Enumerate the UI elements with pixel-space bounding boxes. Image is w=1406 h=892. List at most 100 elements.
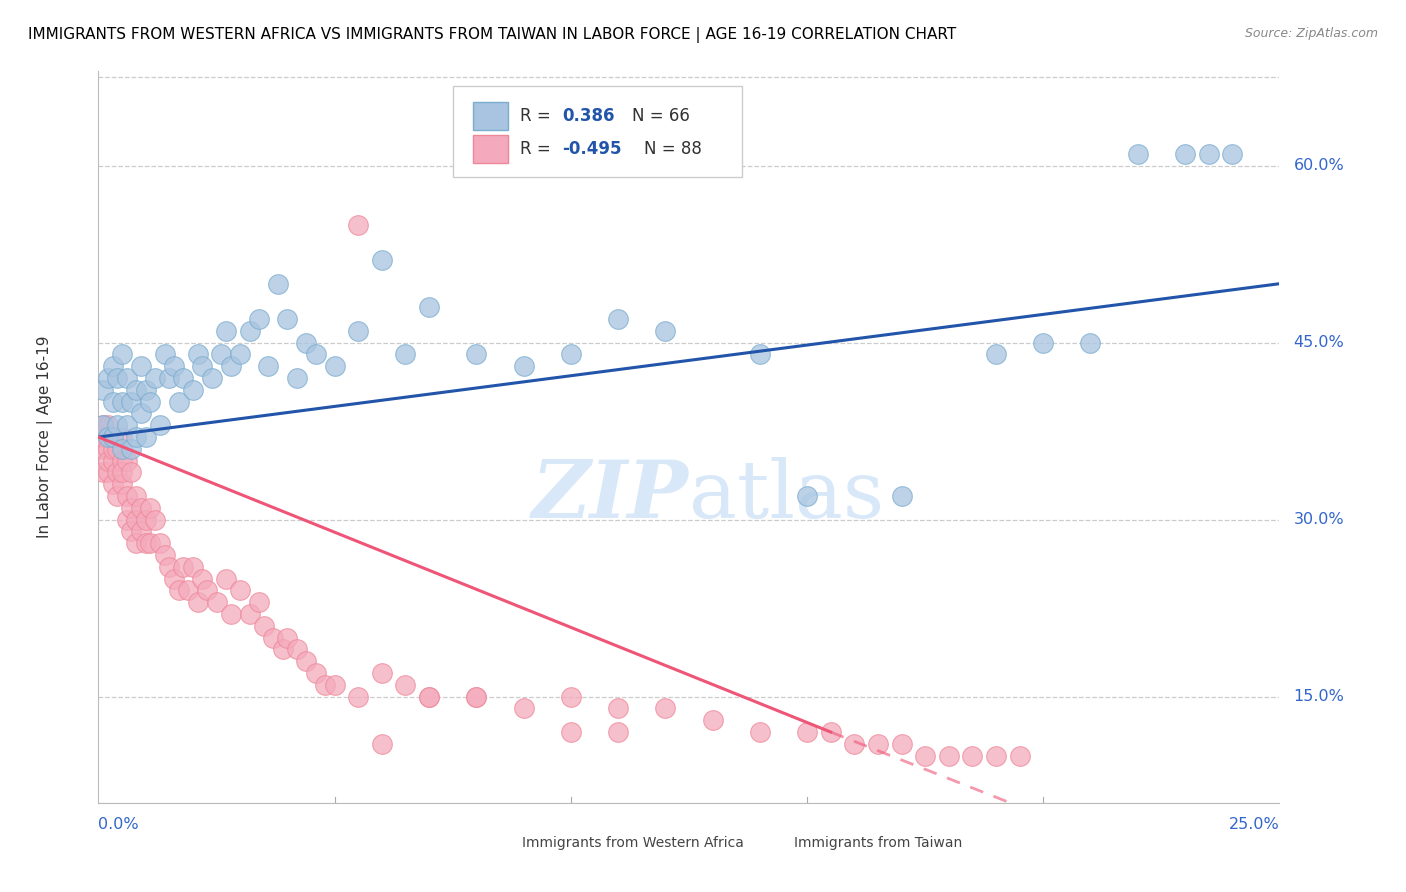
Point (187, 595, 209, 609)
Point (748, 347, 770, 361)
Point (890, 489, 912, 503)
Point (125, 430, 148, 444)
Text: ZIP: ZIP (531, 457, 689, 534)
Point (305, 666, 328, 681)
Text: IMMIGRANTS FROM WESTERN AFRICA VS IMMIGRANTS FROM TAIWAN IN LABOR FORCE | AGE 16: IMMIGRANTS FROM WESTERN AFRICA VS IMMIGR… (28, 27, 956, 43)
Point (465, 347, 488, 361)
Point (314, 678, 336, 692)
Text: 60.0%: 60.0% (1294, 158, 1344, 173)
Point (135, 513, 157, 527)
Point (229, 347, 252, 361)
Point (418, 690, 440, 704)
Point (215, 324, 238, 338)
Point (219, 359, 242, 374)
Point (111, 453, 134, 467)
Point (285, 371, 308, 385)
Point (247, 595, 270, 609)
Point (890, 737, 912, 751)
Point (1174, 147, 1197, 161)
Point (111, 442, 134, 456)
Point (560, 690, 582, 704)
Point (97, 371, 120, 385)
Point (371, 253, 394, 268)
Point (97, 442, 120, 456)
Point (91, 418, 114, 433)
Point (187, 347, 209, 361)
Point (607, 701, 630, 715)
Point (101, 430, 124, 444)
Point (607, 312, 630, 326)
Text: 30.0%: 30.0% (1294, 512, 1344, 527)
Point (914, 748, 936, 763)
Text: 25.0%: 25.0% (1229, 817, 1279, 832)
Point (143, 371, 166, 385)
Point (111, 347, 134, 361)
Point (866, 737, 889, 751)
Point (1198, 147, 1220, 161)
Point (181, 559, 204, 574)
Point (748, 725, 770, 739)
FancyBboxPatch shape (472, 135, 508, 163)
Point (135, 383, 157, 397)
Point (1008, 748, 1031, 763)
Point (135, 536, 157, 550)
Point (560, 725, 582, 739)
Point (105, 442, 128, 456)
Point (654, 324, 676, 338)
Point (1220, 147, 1243, 161)
Point (121, 394, 143, 409)
Point (262, 631, 284, 645)
Point (1126, 147, 1149, 161)
Point (163, 359, 186, 374)
Point (121, 524, 143, 539)
Point (418, 690, 440, 704)
Point (962, 748, 984, 763)
Point (149, 536, 172, 550)
Point (97, 466, 120, 480)
Point (295, 335, 318, 350)
Point (125, 489, 148, 503)
Point (153, 347, 176, 361)
FancyBboxPatch shape (453, 86, 742, 178)
Point (465, 690, 488, 704)
Point (149, 418, 172, 433)
Point (105, 418, 128, 433)
Point (105, 371, 128, 385)
Point (111, 430, 134, 444)
Point (157, 371, 180, 385)
Text: N = 88: N = 88 (644, 140, 702, 158)
Point (219, 607, 242, 621)
Text: Immigrants from Western Africa: Immigrants from Western Africa (523, 836, 744, 850)
Text: In Labor Force | Age 16-19: In Labor Force | Age 16-19 (38, 335, 53, 539)
Point (115, 489, 138, 503)
Point (394, 347, 416, 361)
Point (305, 347, 328, 361)
Point (97, 418, 120, 433)
Point (191, 359, 214, 374)
Point (181, 383, 204, 397)
Point (91, 442, 114, 456)
Point (115, 513, 138, 527)
Point (560, 347, 582, 361)
Point (129, 500, 152, 515)
Point (820, 725, 842, 739)
Point (172, 371, 194, 385)
Point (191, 572, 214, 586)
Point (153, 548, 176, 562)
Point (295, 654, 318, 668)
Point (215, 572, 238, 586)
Point (101, 359, 124, 374)
Point (796, 725, 818, 739)
Point (139, 394, 162, 409)
Point (101, 453, 124, 467)
Point (247, 312, 270, 326)
Point (101, 430, 124, 444)
Point (285, 642, 308, 657)
Point (702, 713, 724, 727)
Point (512, 701, 534, 715)
Text: atlas: atlas (689, 457, 884, 534)
Point (271, 642, 294, 657)
Point (115, 418, 138, 433)
Point (111, 466, 134, 480)
Point (654, 701, 676, 715)
